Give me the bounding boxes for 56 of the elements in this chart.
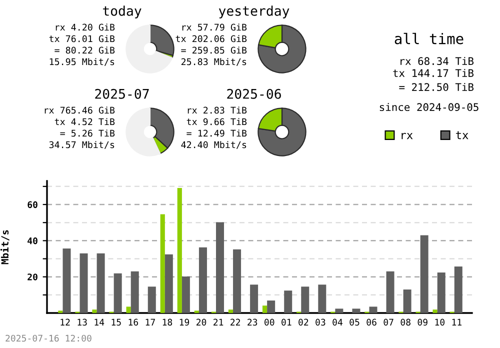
x-tick-label: 04 [332, 318, 342, 326]
text: 15.95 Mbit/s [50, 58, 114, 66]
text: 42.40 Mbit/s [181, 141, 246, 149]
x-tick-label: 07 [384, 318, 394, 326]
x-tick-label: 21 [214, 318, 224, 326]
x-tick-label: 14 [94, 318, 104, 326]
text: rx 68.34 TiB [400, 56, 474, 66]
x-tick-label: 22 [230, 318, 240, 326]
x-tick-label: 10 [435, 318, 444, 326]
legend-label: tx [456, 131, 468, 140]
chart-title: 2025-06 [227, 88, 281, 99]
text: rx 4.20 GiB [56, 24, 115, 31]
x-tick-label: 09 [418, 318, 428, 326]
text: all time [394, 32, 464, 44]
chart-title: yesterday [218, 6, 290, 18]
x-tick-label: 05 [350, 318, 360, 326]
text: 34.57 Mbit/s [49, 141, 114, 149]
text: since 2024-09-05 [380, 102, 478, 112]
x-tick-label: 16 [128, 318, 138, 326]
x-tick-label: 08 [400, 318, 410, 326]
x-tick-label: 20 [196, 318, 206, 326]
x-tick-label: 13 [78, 318, 87, 326]
y-tick-label: 40 [28, 237, 38, 244]
x-tick-label: 18 [162, 318, 172, 326]
text: rx 57.79 GiB [182, 24, 247, 31]
x-tick-label: 15 [112, 318, 121, 326]
text: = 12.49 TiB [186, 130, 247, 137]
x-tick-label: 02 [298, 318, 308, 326]
text: = 259.85 GiB [181, 46, 247, 54]
chart-title: today [102, 6, 142, 18]
x-tick-label: 11 [452, 318, 462, 326]
text: rx 765.46 GiB [44, 106, 115, 114]
text: tx 9.66 TiB [186, 118, 247, 126]
chart-title: 2025-07 [95, 88, 149, 99]
text: tx 76.01 GiB [49, 35, 115, 42]
x-tick-label: 23 [248, 318, 258, 326]
x-tick-label: 12 [60, 318, 70, 326]
text: 2025-07-16 12:00 [6, 334, 92, 342]
y-tick-label: 60 [28, 201, 38, 208]
text: = 80.22 GiB [54, 46, 115, 54]
text: rx 2.83 TiB [188, 106, 247, 114]
legend-label: rx [402, 132, 413, 140]
text: tx 144.17 TiB [393, 68, 474, 77]
text: = 5.26 TiB [60, 130, 115, 137]
text: tx 202.06 GiB [176, 35, 247, 42]
y-tick-label: 20 [28, 274, 38, 280]
text: 25.83 Mbit/s [181, 58, 246, 66]
x-tick-label: 00 [264, 318, 274, 326]
x-tick-label: 17 [146, 318, 155, 326]
y-axis-title: Mbit/s [0, 230, 10, 264]
text: tx 4.52 TiB [54, 118, 115, 126]
x-tick-label: 06 [366, 318, 376, 326]
x-tick-label: 01 [282, 318, 292, 326]
text: = 212.50 TiB [399, 82, 474, 92]
x-tick-label: 19 [180, 318, 190, 326]
x-tick-label: 03 [316, 318, 326, 326]
